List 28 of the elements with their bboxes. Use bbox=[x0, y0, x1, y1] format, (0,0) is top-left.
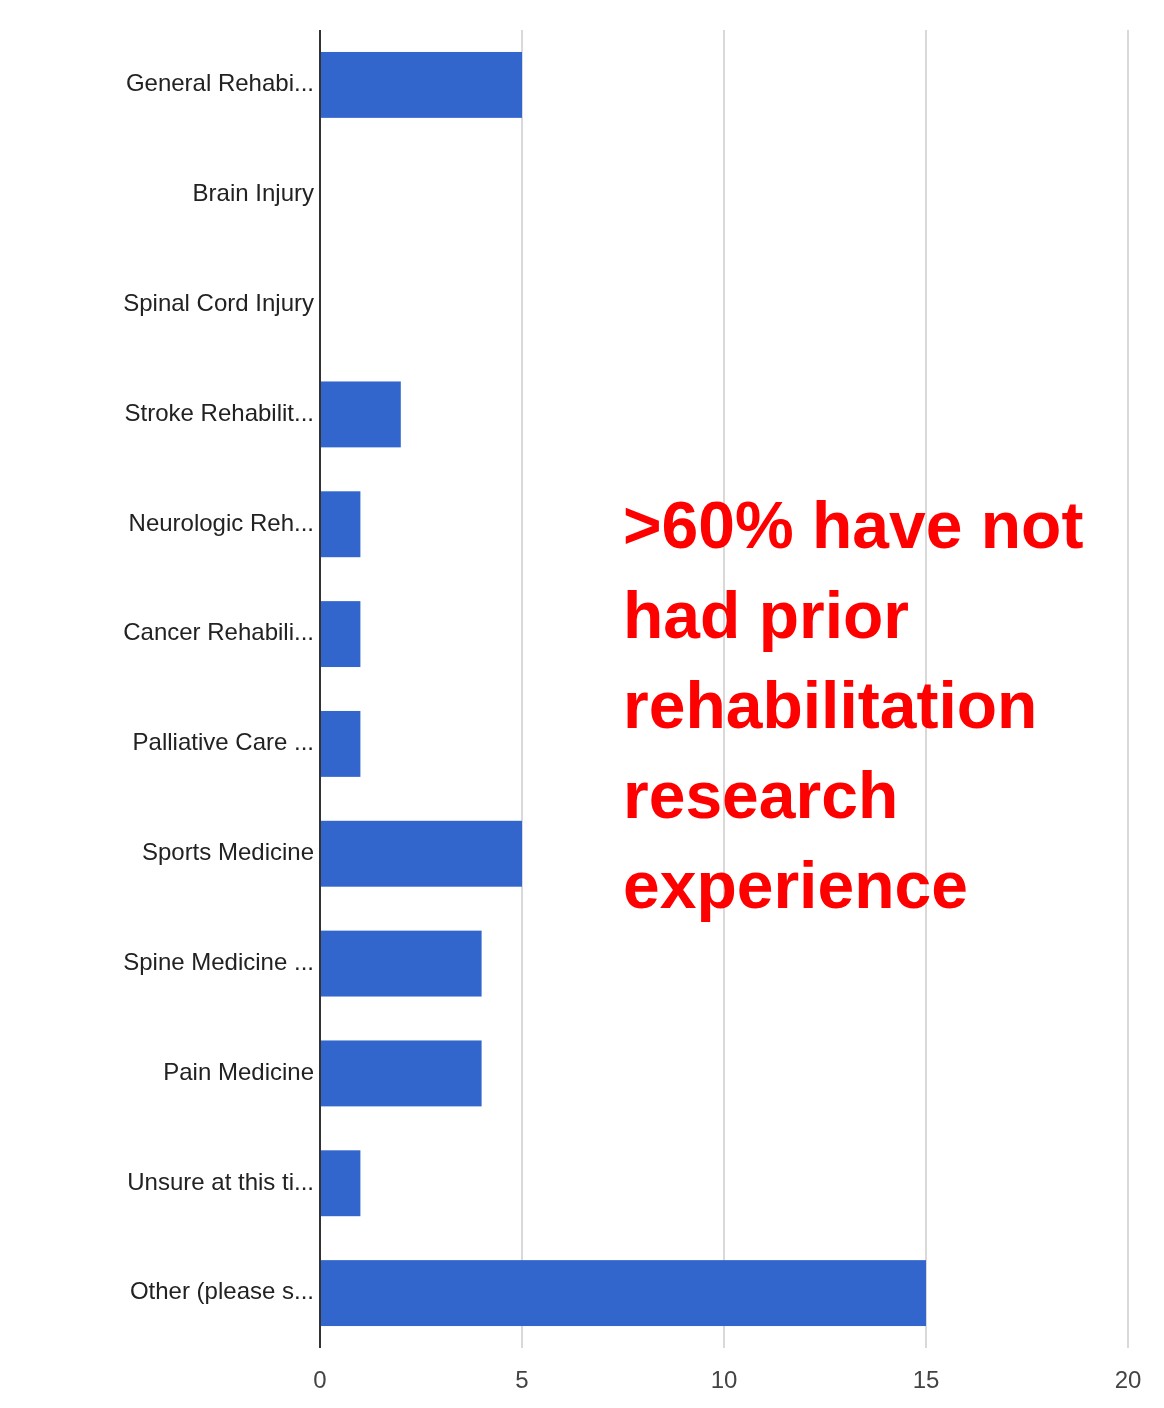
bar bbox=[320, 491, 361, 558]
bar bbox=[320, 1150, 361, 1217]
y-tick-label: Palliative Care ... bbox=[132, 728, 314, 756]
y-tick-label: Neurologic Reh... bbox=[128, 508, 314, 536]
bar bbox=[320, 710, 361, 777]
x-tick-label: 15 bbox=[912, 1365, 940, 1393]
bar bbox=[320, 51, 522, 118]
x-tick-label: 20 bbox=[1114, 1365, 1142, 1393]
y-tick-label: Unsure at this ti... bbox=[127, 1167, 314, 1195]
bar bbox=[320, 1260, 926, 1327]
y-tick-label: Cancer Rehabili... bbox=[123, 618, 314, 646]
y-tick-label: Pain Medicine bbox=[163, 1057, 314, 1085]
y-tick-label: Stroke Rehabilit... bbox=[124, 398, 314, 426]
x-tick-label: 5 bbox=[515, 1365, 529, 1393]
y-tick-label: Spinal Cord Injury bbox=[123, 288, 314, 316]
y-tick-label: Spine Medicine ... bbox=[123, 947, 314, 975]
y-tick-label: Brain Injury bbox=[192, 179, 314, 207]
bar bbox=[320, 1040, 482, 1107]
annotation: >60% have not had prior rehabilitation research experience bbox=[623, 488, 1084, 922]
y-tick-label: Sports Medicine bbox=[141, 838, 314, 866]
bar bbox=[320, 601, 361, 668]
y-tick-label: Other (please s... bbox=[129, 1277, 314, 1305]
y-tick-label: General Rehabi... bbox=[125, 69, 314, 97]
x-tick-label: 10 bbox=[710, 1365, 738, 1393]
bar bbox=[320, 381, 401, 448]
bar bbox=[320, 820, 522, 887]
x-tick-label: 0 bbox=[313, 1365, 327, 1393]
bar bbox=[320, 930, 482, 997]
